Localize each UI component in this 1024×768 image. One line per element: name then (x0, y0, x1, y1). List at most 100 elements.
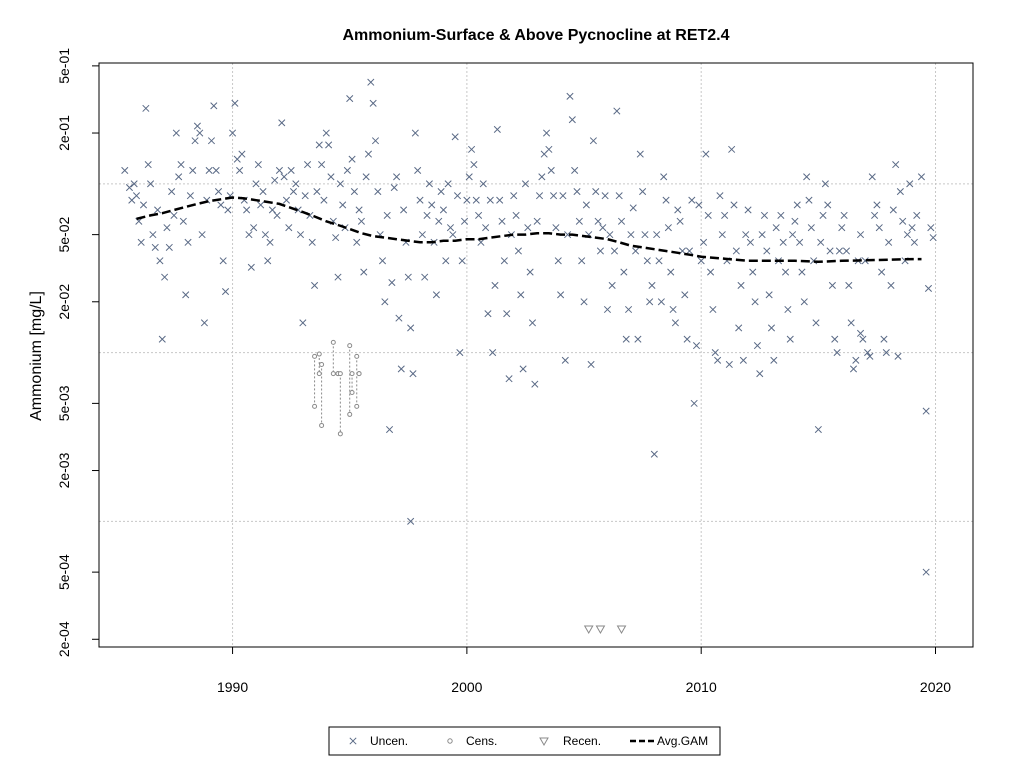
uncensored-point (184, 238, 192, 246)
uncensored-point (137, 238, 145, 246)
uncensored-point (643, 257, 651, 265)
uncensored-point (456, 349, 464, 357)
legend-box (328, 726, 721, 756)
uncensored-point (348, 155, 356, 163)
uncensored-point (819, 211, 827, 219)
uncensored-point (243, 206, 251, 214)
uncensored-point (275, 166, 283, 175)
uncensored-point (596, 247, 604, 255)
y-axis: 2e-04 5e-04 2e-03 5e-03 2e-02 5e-02 2e-01 5e-01 (56, 48, 99, 657)
uncensored-point (568, 116, 576, 124)
uncensored-point (552, 224, 560, 232)
x-tick-label: 1990 (217, 679, 248, 695)
uncensored-point (826, 247, 834, 255)
uncensored-point (315, 141, 323, 149)
uncensored-point (264, 257, 272, 265)
uncensored-point (371, 137, 380, 145)
uncensored-point (929, 234, 937, 242)
uncensored-point (885, 238, 893, 246)
uncensored-point (617, 217, 626, 225)
uncensored-point (824, 201, 832, 209)
uncensored-point (803, 173, 811, 181)
uncensored-point (835, 247, 843, 255)
uncensored-point (355, 206, 363, 214)
uncensored-point (625, 305, 633, 314)
uncensored-point (725, 360, 733, 369)
censored-point (319, 361, 325, 367)
uncensored-point (313, 187, 321, 196)
uncensored-point (482, 224, 490, 232)
uncensored-point (489, 349, 497, 357)
uncensored-point (449, 231, 457, 239)
uncensored-point (880, 335, 888, 343)
uncensored-point (627, 231, 635, 239)
uncensored-point (339, 201, 347, 209)
uncensored-point (463, 196, 471, 204)
uncensored-point (486, 196, 494, 204)
uncensored-point (714, 356, 722, 364)
uncensored-point (531, 380, 539, 388)
censored-point (337, 431, 343, 437)
uncensored-point (559, 192, 567, 200)
uncensored-point (292, 180, 300, 188)
uncensored-point (170, 211, 178, 219)
uncensored-point (257, 201, 265, 209)
uncensored-point (756, 370, 764, 378)
uncensored-point (407, 517, 415, 525)
uncensored-point (767, 324, 776, 332)
uncensored-point (196, 129, 204, 137)
uncensored-point (580, 298, 588, 306)
uncensored-point (165, 243, 173, 251)
uncensored-point (864, 349, 872, 357)
x-axis: 1990 2000 2010 2020 (217, 647, 951, 695)
uncensored-point (671, 319, 679, 327)
uncensored-point (896, 187, 904, 196)
uncensored-point (650, 450, 658, 458)
uncensored-point (805, 196, 813, 204)
uncensored-point (777, 211, 785, 219)
uncensored-point (121, 166, 129, 175)
uncensored-point (250, 224, 258, 232)
uncensored-point (608, 281, 616, 289)
uncensored-point (554, 257, 562, 265)
uncensored-point (318, 161, 326, 169)
uncensored-point (519, 365, 527, 373)
chart-title: Ammonium-Surface & Above Pycnocline at R… (342, 27, 729, 44)
uncensored-point (198, 231, 206, 239)
uncensored-point (842, 247, 851, 255)
censored-point (356, 371, 362, 377)
uncensored-point (397, 365, 405, 373)
uncensored-point (254, 161, 262, 169)
uncensored-point (840, 211, 848, 219)
uncensored-point (817, 238, 825, 246)
uncensored-point (336, 180, 344, 188)
uncensored-point (910, 238, 918, 246)
uncensored-point (381, 298, 389, 306)
uncensored-point (615, 192, 623, 200)
uncensored-point (224, 206, 232, 214)
uncensored-point (268, 206, 276, 214)
uncensored-point (603, 305, 612, 314)
uncensored-point (786, 335, 794, 343)
uncensored-point (728, 145, 736, 153)
uncensored-point (479, 180, 487, 188)
uncensored-point (866, 352, 874, 360)
uncensored-point (252, 180, 260, 188)
uncensored-point (746, 238, 754, 246)
uncensored-point (849, 365, 858, 373)
uncensored-point (704, 211, 712, 219)
uncensored-point (601, 192, 609, 200)
uncensored-point (287, 166, 295, 175)
uncensored-point (189, 166, 197, 175)
uncensored-point (781, 268, 790, 276)
uncensored-point (385, 425, 394, 434)
uncensored-point (125, 184, 134, 192)
uncensored-point (182, 291, 190, 299)
y-tick-label: 2e-01 (56, 115, 72, 151)
uncensored-point (538, 173, 546, 181)
uncensored-point (582, 201, 590, 209)
uncensored-point (927, 224, 935, 232)
uncensored-point (674, 206, 682, 214)
uncensored-point (856, 329, 865, 337)
uncensored-point (814, 425, 822, 434)
